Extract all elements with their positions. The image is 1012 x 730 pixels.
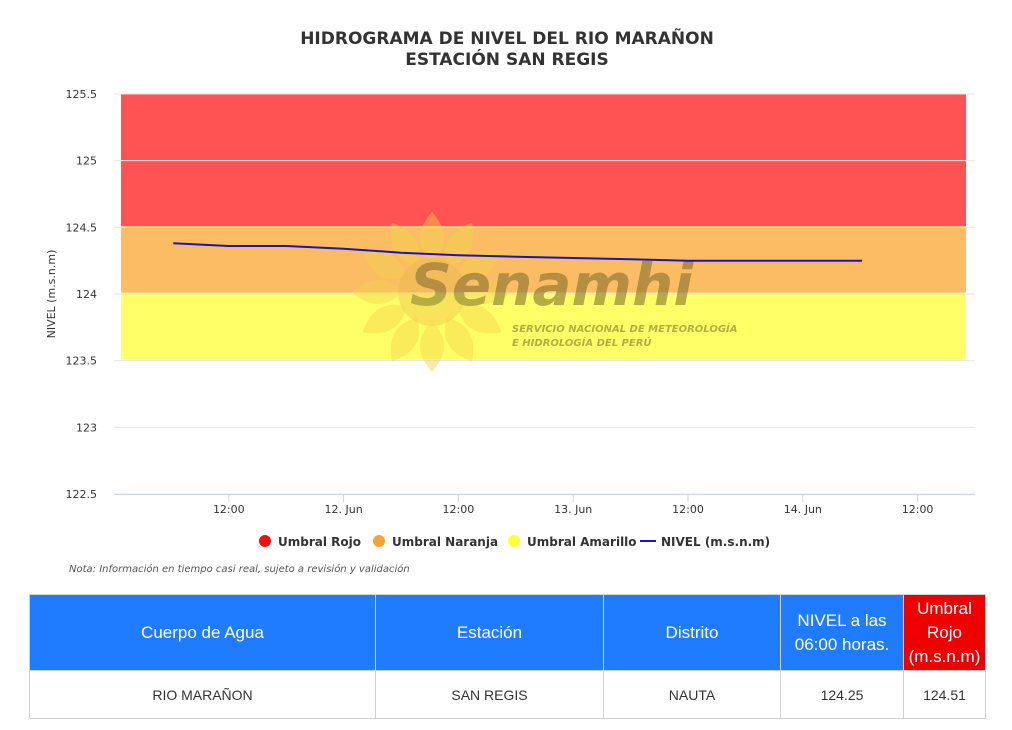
sun-logo-icon [352, 212, 512, 372]
legend-label-0: Umbral Rojo [278, 535, 361, 549]
header-nivel: NIVEL a las 06:00 horas. [780, 594, 904, 671]
cell-umbral-rojo: 124.51 [903, 670, 986, 719]
legend-marker-0 [259, 535, 271, 547]
watermark-line2: E HIDROLOGÍA DEL PERÚ [512, 336, 652, 349]
watermark-line1: SERVICIO NACIONAL DE METEOROLOGÍA [512, 322, 738, 335]
x-tick-label-6: 12:00 [902, 503, 934, 516]
legend-marker-1 [373, 535, 385, 547]
series-layer [173, 242, 863, 262]
band-2 [121, 292, 966, 360]
legend-marker-2 [508, 535, 520, 547]
x-tick-label-1: 12. Jun [325, 503, 363, 516]
header-cuerpo-de-agua: Cuerpo de Agua [29, 594, 376, 671]
series-line-0 [173, 242, 863, 262]
header-estacion: Estación [375, 594, 604, 671]
chart-title: HIDROGRAMA DE NIVEL DEL RIO MARAÑON [300, 26, 714, 49]
cell-cuerpo-de-agua: RIO MARAÑON [29, 670, 376, 719]
table-row: RIO MARAÑON SAN REGIS NAUTA 124.25 124.5… [29, 670, 986, 719]
y-tick-label-3: 124 [76, 288, 97, 301]
y-axis-ticks: 122.5 123 123.5 124 124.5 125 125.5 [66, 88, 98, 501]
legend-label-2: Umbral Amarillo [527, 535, 637, 549]
threshold-bands [121, 94, 966, 360]
senamhi-watermark: Senamhi SERVICIO NACIONAL DE METEOROLOGÍ… [352, 212, 738, 372]
x-tick-label-3: 13. Jun [554, 503, 592, 516]
table-header-row: Cuerpo de Agua Estación Distrito NIVEL a… [29, 594, 986, 671]
band-0 [121, 94, 966, 226]
data-note: Nota: Información en tiempo casi real, s… [69, 564, 410, 575]
cell-estacion: SAN REGIS [375, 670, 604, 719]
y-tick-label-5: 125 [76, 155, 97, 168]
x-tick-label-5: 14. Jun [784, 503, 822, 516]
chart-subtitle: ESTACIÓN SAN REGIS [405, 48, 608, 70]
header-umbral-rojo: Umbral Rojo (m.s.n.m) [903, 594, 986, 671]
x-tick-label-4: 12:00 [672, 503, 704, 516]
hydrograph-chart: HIDROGRAMA DE NIVEL DEL RIO MARAÑON ESTA… [45, 26, 975, 549]
y-tick-label-6: 125.5 [66, 88, 98, 101]
cell-nivel: 124.25 [780, 670, 904, 719]
legend: Umbral Rojo Umbral Naranja Umbral Amarillo… [259, 535, 770, 549]
legend-label-3: NIVEL (m.s.n.m) [661, 535, 770, 549]
y-axis-title: NIVEL (m.s.n.m) [45, 250, 58, 339]
cell-distrito: NAUTA [603, 670, 781, 719]
band-1 [121, 226, 966, 293]
x-tick-label-0: 12:00 [213, 503, 245, 516]
x-tick-label-2: 12:00 [443, 503, 475, 516]
legend-label-1: Umbral Naranja [392, 535, 498, 549]
station-table: Cuerpo de Agua Estación Distrito NIVEL a… [29, 594, 986, 719]
y-tick-label-2: 123.5 [66, 355, 98, 368]
y-tick-label-0: 122.5 [66, 488, 98, 501]
y-tick-label-1: 123 [76, 421, 97, 434]
header-distrito: Distrito [603, 594, 781, 671]
y-tick-label-4: 124.5 [66, 221, 98, 234]
watermark-brand: Senamhi [410, 251, 694, 319]
x-axis-ticks: 12:00 12. Jun 12:00 13. Jun 12:00 14. Jun 12:0… [213, 494, 934, 516]
